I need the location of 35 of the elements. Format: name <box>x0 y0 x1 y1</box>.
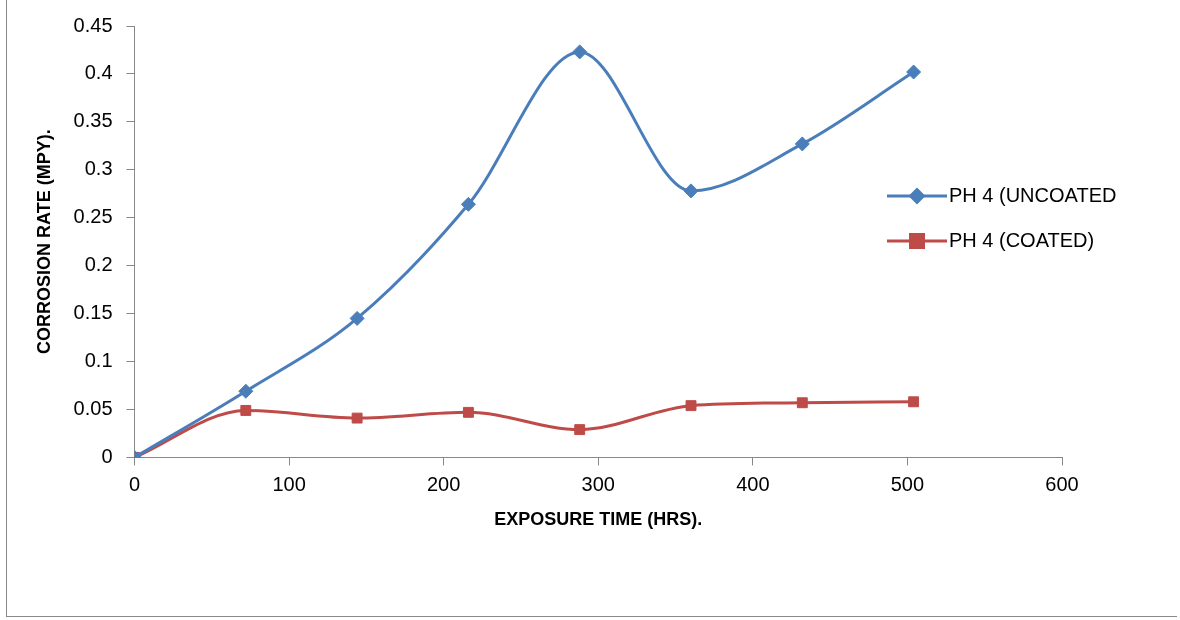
point <box>908 396 920 408</box>
legend-label: PH 4 (COATED) <box>949 228 1095 251</box>
point <box>462 406 474 418</box>
y-tick-label: 0.4 <box>84 61 113 84</box>
point <box>240 404 252 416</box>
x-tick-label: 500 <box>890 472 925 495</box>
point <box>351 412 363 424</box>
y-tick-label: 0 <box>101 444 113 467</box>
point <box>574 424 586 436</box>
point <box>572 44 588 60</box>
y-tick-label: 0.25 <box>73 205 113 228</box>
x-tick-label: 600 <box>1045 472 1079 495</box>
point <box>796 397 808 409</box>
y-axis-title: CORROSION RATE (MPY). <box>33 129 54 355</box>
point <box>683 183 699 199</box>
point <box>906 64 922 80</box>
point <box>238 383 254 399</box>
point <box>685 400 697 412</box>
point <box>794 136 810 152</box>
x-axis-title: EXPOSURE TIME (HRS). <box>494 509 703 530</box>
legend-label: PH 4 (UNCOATED <box>949 183 1117 206</box>
y-tick-label: 0.15 <box>73 301 113 324</box>
y-tick-label: 0.35 <box>73 109 113 132</box>
point <box>349 310 365 326</box>
y-tick-label: 0.45 <box>73 13 113 36</box>
point <box>460 196 476 212</box>
x-tick-label: 400 <box>736 472 770 495</box>
y-tick-label: 0.1 <box>84 349 113 372</box>
x-tick-label: 200 <box>427 472 461 495</box>
y-tick-label: 0.3 <box>84 157 113 180</box>
y-tick-label: 0.2 <box>84 253 113 276</box>
x-tick-label: 100 <box>272 472 306 495</box>
x-tick-label: 0 <box>128 472 141 495</box>
y-tick-label: 0.05 <box>73 396 113 419</box>
x-tick-label: 300 <box>581 472 615 495</box>
